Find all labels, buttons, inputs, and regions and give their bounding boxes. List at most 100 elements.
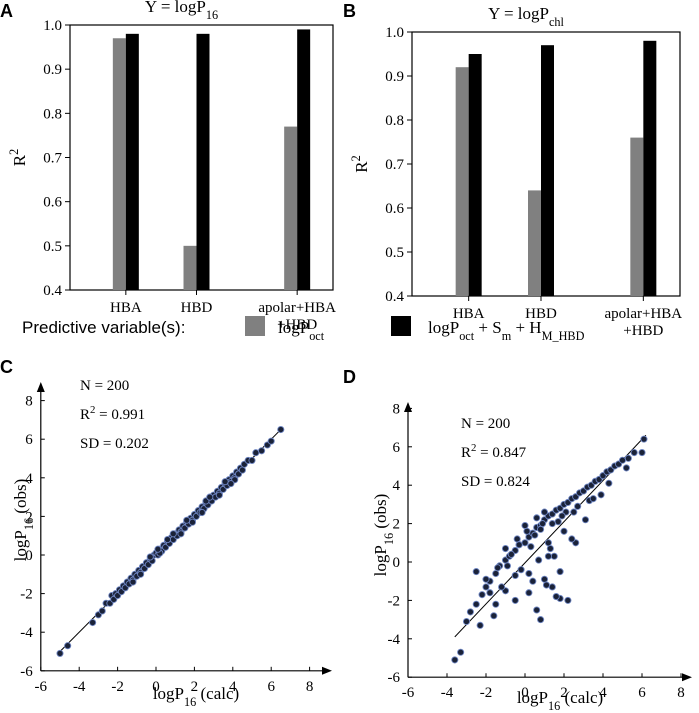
x-tick-label: HBD [525, 306, 557, 322]
x-tick-label: 8 [677, 685, 685, 701]
scatter-chart-c: -6 -4 -2 0 2 4 6 8 -6 -4 -2 0 2 4 6 8 N = 200 R2 = 0.991 S… [11, 378, 332, 709]
legend-label-gray: logPoct [278, 318, 325, 343]
data-point [507, 550, 515, 558]
bar-black-1 [541, 45, 554, 297]
y-tick-label: 0.6 [43, 195, 62, 211]
panel-label-d: D [343, 367, 356, 387]
data-point [482, 583, 490, 591]
chart-title: Y = logPchl [488, 4, 564, 29]
data-point [177, 530, 185, 538]
data-point [277, 425, 285, 434]
chart-title: Y = logP16 [145, 0, 218, 22]
data-point [537, 616, 545, 624]
data-point [529, 577, 537, 585]
x-tick-label: -2 [480, 685, 493, 701]
bar-gray-2 [630, 137, 644, 296]
data-point [605, 479, 613, 487]
x-tick-label: -2 [111, 679, 124, 695]
data-point [618, 456, 627, 464]
y-tick-label: 2 [393, 517, 401, 533]
x-tick-label: 6 [267, 679, 275, 695]
y-tick-label: 0.9 [43, 62, 62, 78]
data-point [462, 617, 471, 626]
data-point [640, 435, 648, 443]
data-point [188, 518, 197, 526]
y-tick-label: 2 [25, 509, 33, 525]
data-point [478, 591, 486, 599]
data-point [206, 493, 214, 501]
data-point [622, 464, 630, 472]
data-point [154, 545, 162, 553]
data-point [581, 516, 590, 524]
data-point [457, 648, 465, 656]
legend-swatch-gray [245, 316, 265, 336]
data-point [252, 449, 260, 457]
data-point [558, 512, 566, 520]
y-tick-label: 0.9 [385, 69, 404, 85]
y-tick-label: 0 [25, 548, 33, 564]
data-point [492, 569, 500, 578]
data-point [515, 541, 523, 549]
x-axis-arrow [322, 666, 332, 675]
data-point [472, 600, 480, 608]
x-axis-label: logP16 (calc) [517, 688, 603, 713]
x-tick-label: 6 [638, 685, 646, 701]
y-axis-arrow [404, 402, 412, 412]
y-axis-label: logP16 (obs) [371, 494, 396, 577]
x-tick-label: -6 [35, 679, 48, 695]
data-point [630, 449, 638, 457]
x-tick-label: apolar+HBA [605, 306, 683, 322]
scatter-chart-d: -6 -4 -2 0 2 4 6 8 -6 -4 -2 0 2 4 6 8 N = 200 R2 = 0.847 S… [371, 401, 692, 713]
bar-gray-0 [112, 38, 126, 290]
x-tick-label: 8 [306, 679, 314, 695]
y-axis-label: logP16 (obs) [11, 479, 36, 562]
x-tick-label: 2 [191, 679, 199, 695]
stat-r2: R2 = 0.991 [80, 404, 145, 423]
data-point [560, 527, 568, 535]
data-point [540, 575, 549, 583]
bar-chart-a: 0.4 0.5 0.6 0.7 0.8 0.9 1.0 HBA HBD apolar+HBA+HB… [7, 0, 336, 333]
x-tick-label: 0 [152, 679, 160, 695]
x-tick-label: -4 [73, 679, 86, 695]
y-tick-label: 0.7 [385, 157, 404, 173]
data-point [548, 520, 556, 528]
data-point [215, 491, 223, 499]
data-point [523, 527, 531, 535]
bar-black-2 [297, 29, 311, 291]
data-point [550, 552, 558, 560]
y-tick-label: 0 [393, 555, 401, 571]
data-point [537, 525, 545, 533]
data-point [89, 619, 97, 627]
x-tick-label: 4 [599, 685, 607, 701]
y-tick-label: -2 [388, 593, 401, 609]
y-tick-label: 6 [25, 432, 33, 448]
data-point [554, 518, 562, 526]
data-point [525, 569, 533, 578]
data-point [638, 449, 646, 457]
panel-label-b: B [343, 1, 356, 21]
data-point [451, 656, 459, 664]
y-tick-label: 4 [25, 471, 33, 487]
data-point [98, 607, 106, 615]
y-tick-label: 0.7 [43, 151, 62, 167]
data-point [511, 596, 519, 604]
data-point [589, 495, 597, 503]
legend-title: Predictive variable(s): [22, 318, 185, 337]
x-tick-label: 2 [560, 685, 568, 701]
data-point [258, 447, 266, 455]
data-point [137, 570, 145, 578]
y-axis-label: R2 [7, 149, 29, 166]
x-axis-arrow [682, 673, 692, 682]
bar-black-1 [196, 33, 210, 290]
y-tick-label: 6 [393, 440, 401, 456]
data-point [503, 562, 512, 570]
x-tick-label: HBA [453, 306, 485, 322]
data-point [169, 530, 177, 538]
x-tick-label: +HBD [623, 323, 663, 339]
x-tick-label: 4 [229, 679, 237, 695]
bar-gray-1 [183, 245, 197, 290]
bar-black-0 [125, 33, 139, 290]
data-point [527, 543, 535, 551]
y-tick-label: 0.5 [385, 245, 404, 261]
